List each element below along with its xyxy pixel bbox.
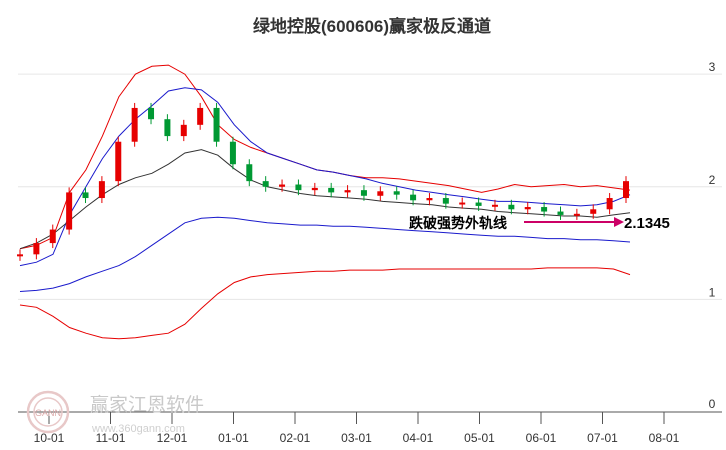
outer-lower-channel-line (19, 267, 631, 340)
candle-body (557, 211, 564, 215)
x-tick-label: 07-01 (587, 431, 618, 445)
candle-body (246, 164, 253, 182)
series-layer (19, 64, 631, 340)
candle-body (623, 181, 629, 199)
y-tick-label: 1 (709, 285, 716, 299)
candle-body (98, 181, 105, 199)
candle-body (426, 198, 433, 201)
x-tick-label: 10-01 (34, 431, 65, 445)
candle-body (606, 198, 613, 210)
candle-body (393, 191, 400, 195)
candle-body (279, 184, 286, 187)
candle-body (442, 198, 449, 204)
candle-body (82, 192, 89, 199)
candle-body (590, 209, 597, 214)
candle-body (344, 190, 351, 193)
chart-title: 绿地控股(600606)赢家极反通道 (253, 16, 491, 36)
watermark: GANN 赢家江恩软件 www.360gann.com (26, 390, 204, 435)
middle-channel-line (19, 149, 631, 250)
candle-body (311, 187, 318, 191)
candle-body (573, 213, 580, 216)
y-tick-label: 0 (709, 397, 716, 411)
y-tick-label: 3 (709, 60, 716, 74)
x-axis-ticks: 10-01 11-01 12-01 01-01 02-01 03-01 04-01 05-01… (34, 412, 680, 445)
x-tick-label: 04-01 (403, 431, 434, 445)
candle-body (180, 124, 187, 137)
y-axis-ticks: 3 2 1 0 (709, 60, 716, 411)
candle-body (377, 191, 384, 196)
watermark-text: 赢家江恩软件 (90, 394, 204, 416)
inner-upper-channel-line (19, 87, 631, 267)
svg-text:GANN: GANN (35, 408, 61, 418)
annotation-value: 2.1345 (624, 215, 670, 232)
candle-body (115, 141, 122, 182)
candle-body (541, 207, 548, 212)
x-tick-label: 08-01 (649, 431, 680, 445)
x-tick-label: 02-01 (280, 431, 311, 445)
candle-body (131, 107, 138, 142)
candle-body (459, 202, 466, 205)
candle-body (328, 187, 335, 193)
x-tick-label: 12-01 (157, 431, 188, 445)
candle-body (33, 243, 40, 255)
candle-body (491, 204, 498, 207)
grid (18, 73, 722, 413)
inner-lower-channel-line (19, 216, 631, 292)
candle-body (508, 204, 515, 210)
candle-body (360, 190, 367, 196)
watermark-url: www.360gann.com (91, 423, 185, 435)
candle-body (17, 254, 23, 257)
x-tick-label: 11-01 (96, 431, 126, 445)
candle-body (213, 107, 220, 142)
candle-body (49, 229, 56, 244)
x-tick-label: 03-01 (341, 431, 372, 445)
x-tick-label: 01-01 (218, 431, 249, 445)
x-tick-label: 05-01 (464, 431, 495, 445)
annotation: 跌破强势外轨线 2.1345 (409, 215, 670, 232)
candle-body (262, 181, 269, 187)
candle-body (148, 107, 155, 120)
candle-body (164, 119, 171, 137)
y-tick-label: 2 (709, 173, 716, 187)
watermark-logo: GANN (26, 390, 70, 434)
candle-body (229, 141, 236, 165)
annotation-arrowhead (614, 217, 624, 227)
candle-body (295, 184, 302, 191)
candle-body (197, 107, 204, 125)
candle-layer (17, 102, 629, 261)
candle-body (524, 207, 531, 210)
candle-body (475, 202, 482, 206)
candle-body (410, 194, 417, 201)
candle-body (66, 192, 73, 230)
annotation-label: 跌破强势外轨线 (409, 215, 507, 231)
x-tick-label: 06-01 (526, 431, 557, 445)
